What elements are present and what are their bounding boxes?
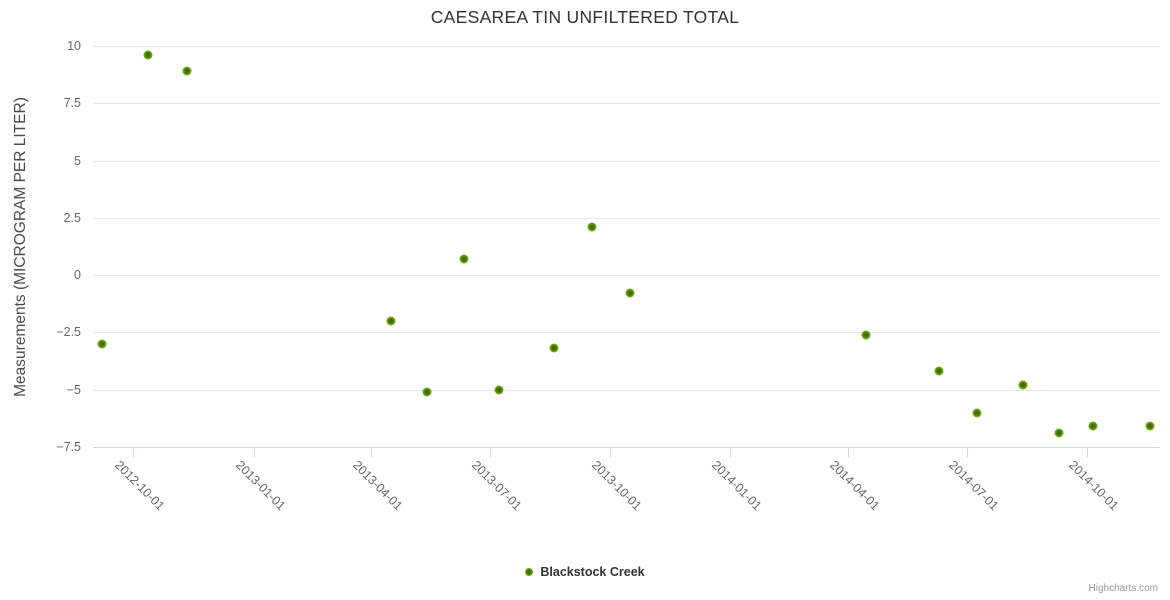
y-axis-tick-label: 7.5 xyxy=(63,96,81,111)
y-gridline xyxy=(93,103,1160,105)
data-point[interactable] xyxy=(97,339,107,349)
data-point[interactable] xyxy=(1088,421,1098,431)
y-gridline xyxy=(93,332,1160,334)
x-axis-tick-label: 2014-07-01 xyxy=(945,458,1001,514)
plot-area: 10 7.5 5 2.5 0 −2.5 −5 −7.5 2012-10-01 2013-01-01… xyxy=(56,39,1160,513)
x-axis-tick xyxy=(253,448,255,457)
x-axis-tick-label: 2014-10-01 xyxy=(1065,458,1122,514)
data-point[interactable] xyxy=(1054,428,1064,438)
x-axis-tick-label: 2013-04-01 xyxy=(350,458,406,514)
data-point[interactable] xyxy=(386,316,396,326)
x-axis-tick xyxy=(730,448,732,457)
y-axis-tick-label: 5 xyxy=(74,153,81,168)
x-axis-tick xyxy=(490,448,492,457)
y-axis-tick-label: 0 xyxy=(74,268,81,283)
y-gridline xyxy=(93,46,1160,47)
x-axis-tick-label: 2013-07-01 xyxy=(469,458,525,514)
x-axis-tick-label: 2014-01-01 xyxy=(709,458,765,514)
x-axis-line xyxy=(93,447,1160,448)
y-axis-tick-label: −5 xyxy=(66,382,81,397)
x-axis-tick xyxy=(1086,448,1088,457)
y-axis-tick-label: 10 xyxy=(67,39,81,53)
data-point[interactable] xyxy=(861,330,871,340)
data-point[interactable] xyxy=(182,66,192,76)
data-point[interactable] xyxy=(934,366,944,376)
x-axis-tick-label: 2013-10-01 xyxy=(589,458,645,514)
x-axis-tick xyxy=(371,448,373,457)
x-axis-tick xyxy=(966,448,968,457)
data-point[interactable] xyxy=(587,222,597,232)
y-axis-title: Measurements (MICROGRAM PER LITER) xyxy=(12,97,29,397)
data-point[interactable] xyxy=(459,254,469,264)
data-point[interactable] xyxy=(143,50,153,60)
y-gridline xyxy=(93,389,1160,391)
legend-item-blackstock-creek[interactable]: Blackstock Creek xyxy=(525,565,645,579)
legend: Blackstock Creek xyxy=(0,563,1170,581)
y-axis-tick-label: −2.5 xyxy=(56,325,81,340)
x-axis-tick-label: 2012-10-01 xyxy=(112,458,168,514)
y-gridline xyxy=(93,275,1160,277)
x-axis-tick-label: 2014-04-01 xyxy=(826,458,883,514)
x-axis-tick xyxy=(610,448,612,457)
y-axis-tick-label: 2.5 xyxy=(63,210,81,225)
data-point[interactable] xyxy=(625,288,635,298)
x-axis-tick-label: 2013-01-01 xyxy=(232,458,288,514)
data-point[interactable] xyxy=(972,408,982,418)
y-gridline xyxy=(93,217,1160,219)
data-point[interactable] xyxy=(549,343,559,353)
data-point[interactable] xyxy=(1018,380,1028,390)
data-point[interactable] xyxy=(422,387,432,397)
data-point[interactable] xyxy=(494,385,504,395)
series-marker-icon xyxy=(525,568,534,576)
chart-title: CAESAREA TIN UNFILTERED TOTAL xyxy=(430,7,740,27)
y-gridline xyxy=(93,160,1160,162)
x-axis-tick xyxy=(847,448,849,457)
y-axis-tick-label: −7.5 xyxy=(56,440,81,454)
legend-label: Blackstock Creek xyxy=(540,565,645,579)
highcharts-credit-link[interactable]: Highcharts.com xyxy=(1088,583,1158,594)
data-point[interactable] xyxy=(1145,421,1155,431)
x-axis-tick xyxy=(133,448,135,457)
